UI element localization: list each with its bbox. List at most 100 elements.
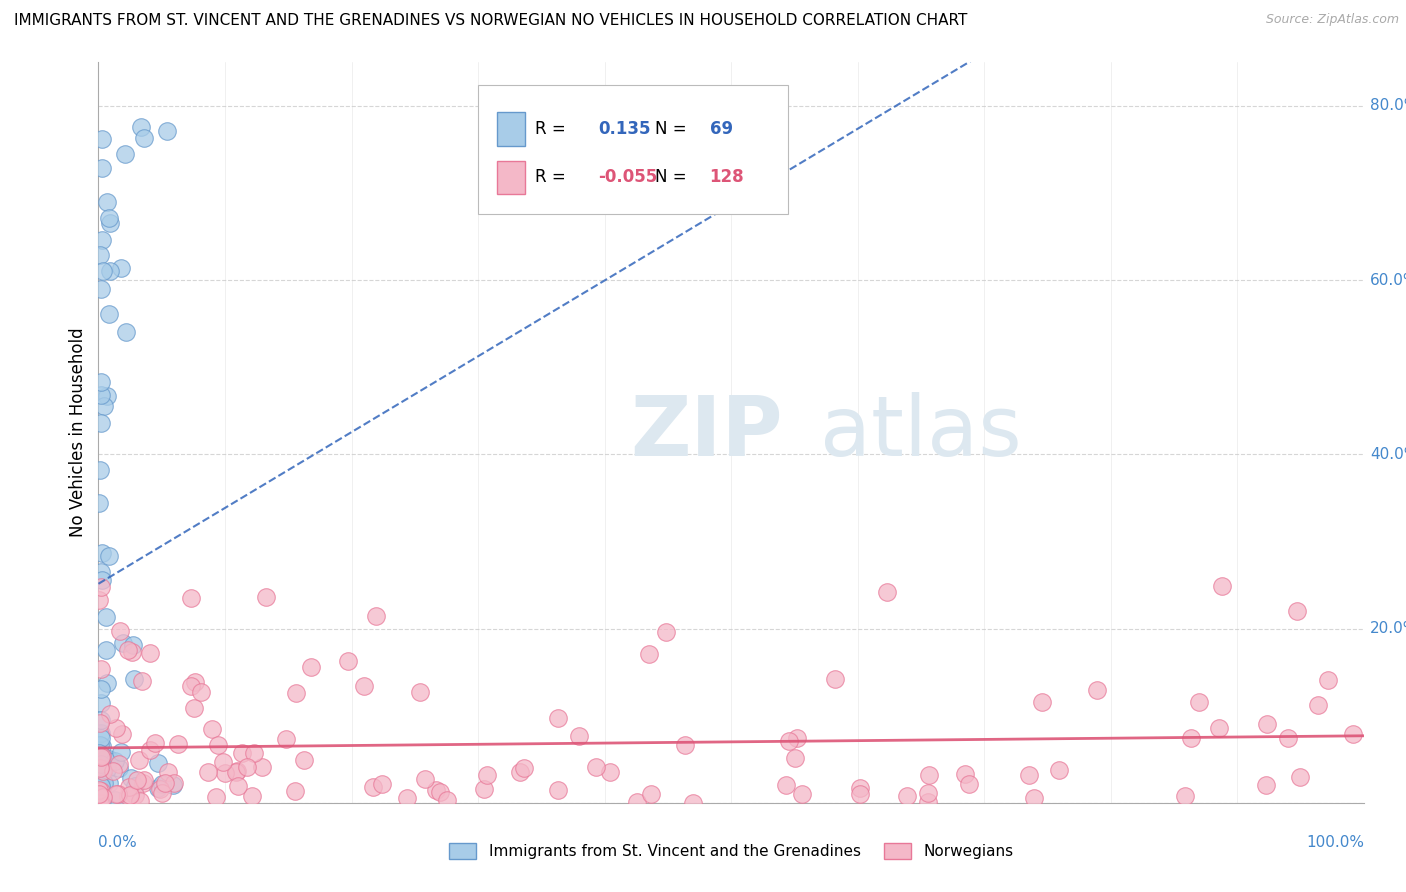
Point: [547, 783, 569, 797]
Point: [896, 789, 918, 803]
Point: [425, 782, 447, 797]
Point: [1308, 698, 1330, 712]
Point: [91, 132, 114, 146]
Point: [98, 217, 121, 231]
Point: [104, 721, 127, 735]
Text: 60.0%: 60.0%: [1369, 273, 1406, 288]
Text: R =: R =: [534, 169, 565, 186]
Point: [1211, 578, 1233, 592]
Point: [89, 761, 111, 775]
Point: [371, 777, 394, 791]
Point: [225, 765, 247, 780]
Point: [97, 776, 120, 790]
Point: [1047, 764, 1070, 778]
Point: [162, 778, 184, 792]
Point: [413, 772, 436, 787]
Point: [1031, 696, 1053, 710]
Point: [96, 675, 118, 690]
Point: [90, 731, 112, 745]
Text: 80.0%: 80.0%: [1369, 98, 1406, 113]
Point: [87, 496, 110, 510]
Point: [91, 791, 114, 805]
Point: [1254, 779, 1277, 793]
Text: atlas: atlas: [820, 392, 1021, 473]
Point: [1180, 731, 1202, 745]
Point: [90, 726, 112, 740]
Point: [361, 780, 384, 794]
Point: [110, 745, 132, 759]
Point: [240, 789, 263, 804]
Point: [1085, 683, 1108, 698]
Point: [153, 776, 176, 790]
Point: [91, 573, 114, 587]
Point: [207, 738, 229, 752]
Text: 20.0%: 20.0%: [1369, 621, 1406, 636]
Text: Source: ZipAtlas.com: Source: ZipAtlas.com: [1265, 13, 1399, 27]
Point: [89, 746, 111, 760]
Point: [509, 765, 531, 780]
Point: [1316, 673, 1339, 688]
Text: 0.0%: 0.0%: [98, 835, 138, 850]
Point: [120, 771, 142, 785]
Point: [167, 737, 190, 751]
Point: [150, 786, 173, 800]
Point: [250, 759, 273, 773]
Bar: [498, 112, 524, 145]
Point: [121, 644, 143, 658]
Point: [472, 781, 495, 796]
Point: [122, 672, 145, 686]
Point: [89, 755, 111, 769]
Point: [128, 754, 150, 768]
Point: [125, 772, 148, 787]
Point: [91, 764, 114, 779]
Point: [156, 124, 179, 138]
Point: [91, 739, 114, 753]
Point: [1277, 731, 1299, 746]
Point: [1256, 717, 1278, 731]
Point: [231, 746, 253, 760]
Point: [110, 726, 132, 740]
Point: [90, 375, 112, 389]
Point: [107, 787, 129, 801]
Point: [197, 765, 219, 780]
Point: [98, 706, 121, 721]
Point: [567, 729, 589, 743]
Point: [107, 756, 129, 771]
Point: [917, 795, 939, 809]
Point: [918, 768, 941, 782]
Point: [115, 326, 138, 340]
Point: [90, 784, 112, 798]
Point: [163, 775, 186, 789]
Point: [429, 784, 451, 798]
Point: [786, 731, 808, 746]
Point: [89, 771, 111, 785]
Text: N =: N =: [655, 120, 686, 138]
Text: N =: N =: [655, 169, 686, 186]
Point: [513, 761, 536, 775]
Point: [917, 786, 939, 800]
Point: [90, 282, 112, 296]
Point: [98, 752, 121, 766]
Point: [212, 755, 235, 769]
Point: [117, 789, 139, 804]
Point: [89, 463, 111, 477]
Text: 0.135: 0.135: [599, 120, 651, 138]
Point: [848, 781, 870, 796]
Point: [1022, 790, 1045, 805]
Point: [226, 764, 249, 779]
Point: [117, 642, 139, 657]
Point: [93, 399, 115, 413]
Point: [98, 211, 121, 225]
Point: [104, 755, 127, 769]
Point: [96, 763, 118, 777]
Point: [104, 787, 127, 801]
Point: [152, 777, 174, 791]
Bar: [498, 161, 524, 194]
Point: [156, 765, 179, 780]
Point: [139, 646, 162, 660]
Point: [89, 789, 111, 804]
Point: [180, 679, 202, 693]
Point: [108, 624, 131, 639]
Point: [91, 264, 114, 278]
Point: [91, 772, 114, 786]
